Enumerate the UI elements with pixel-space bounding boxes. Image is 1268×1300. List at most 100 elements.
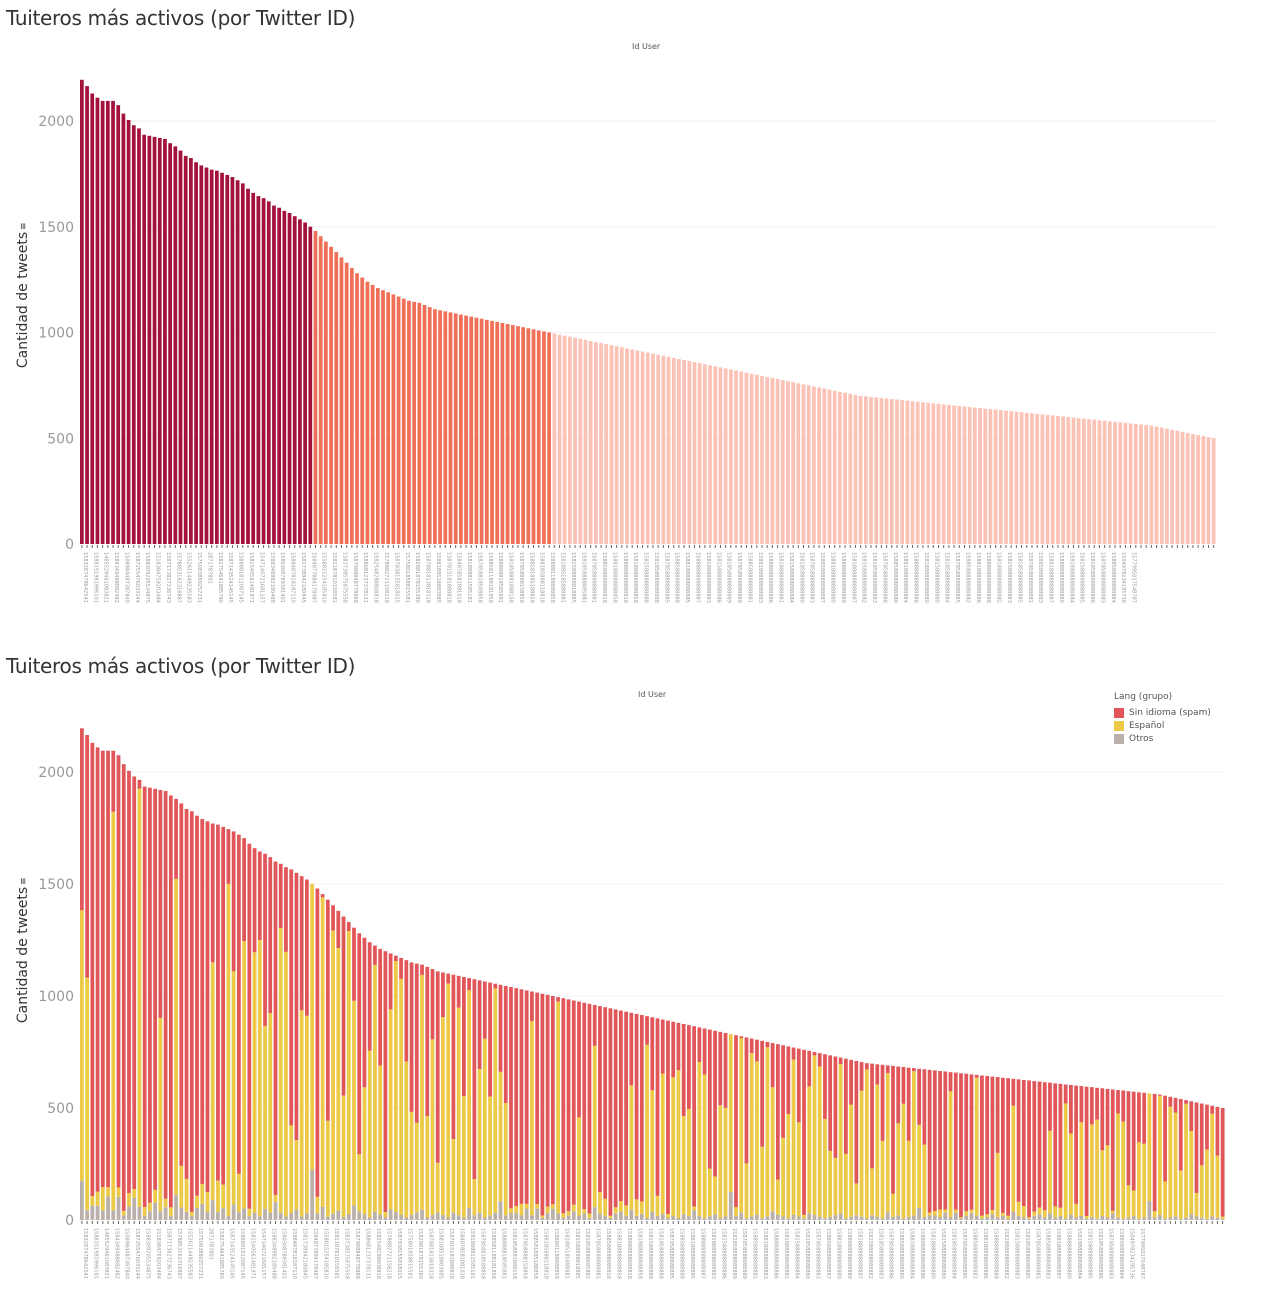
- bar-segment-sin-idioma[interactable]: [566, 999, 571, 1212]
- bar-segment-otros[interactable]: [582, 1213, 587, 1220]
- bar[interactable]: [116, 105, 121, 544]
- bar-segment-sin-idioma[interactable]: [650, 1017, 655, 1091]
- bar[interactable]: [422, 305, 427, 544]
- bar-segment-espanol[interactable]: [414, 1122, 419, 1213]
- bar-segment-sin-idioma[interactable]: [179, 803, 184, 1166]
- bar-segment-otros[interactable]: [346, 1214, 351, 1220]
- bar-segment-otros[interactable]: [692, 1210, 697, 1220]
- bar-segment-otros[interactable]: [713, 1214, 717, 1220]
- bar-segment-sin-idioma[interactable]: [1157, 1094, 1162, 1096]
- bar-segment-espanol[interactable]: [1006, 1215, 1010, 1219]
- bar-segment-otros[interactable]: [1000, 1215, 1005, 1220]
- bar-segment-espanol[interactable]: [953, 1209, 958, 1213]
- bar[interactable]: [355, 273, 359, 544]
- bar-segment-otros[interactable]: [823, 1218, 827, 1220]
- bar-segment-sin-idioma[interactable]: [357, 933, 362, 1155]
- bar-segment-espanol[interactable]: [132, 1188, 137, 1198]
- bar-segment-otros[interactable]: [1163, 1218, 1167, 1220]
- bar-segment-espanol[interactable]: [1215, 1155, 1220, 1218]
- bar-segment-sin-idioma[interactable]: [985, 1075, 990, 1215]
- bar-segment-sin-idioma[interactable]: [550, 996, 555, 1205]
- bar-segment-espanol[interactable]: [121, 1210, 126, 1216]
- bar-segment-otros[interactable]: [990, 1214, 995, 1220]
- bar[interactable]: [1139, 424, 1143, 544]
- bar[interactable]: [365, 281, 370, 544]
- bar[interactable]: [739, 371, 744, 544]
- bar-segment-otros[interactable]: [917, 1207, 922, 1220]
- bar-segment-espanol[interactable]: [592, 1045, 597, 1208]
- bar-segment-sin-idioma[interactable]: [692, 1026, 697, 1207]
- bar-segment-sin-idioma[interactable]: [943, 1071, 948, 1210]
- bar[interactable]: [806, 385, 811, 544]
- bar-segment-sin-idioma[interactable]: [624, 1011, 628, 1206]
- bar[interactable]: [521, 327, 526, 544]
- bar[interactable]: [526, 328, 531, 544]
- bar[interactable]: [931, 403, 936, 544]
- bar-segment-sin-idioma[interactable]: [964, 1073, 969, 1212]
- bar[interactable]: [157, 137, 162, 545]
- bar-segment-otros[interactable]: [556, 1213, 560, 1220]
- bar-segment-sin-idioma[interactable]: [781, 1045, 785, 1138]
- bar[interactable]: [900, 400, 905, 544]
- bar[interactable]: [287, 213, 292, 544]
- bar-segment-otros[interactable]: [216, 1212, 220, 1220]
- bar-segment-otros[interactable]: [864, 1218, 869, 1220]
- bar-segment-sin-idioma[interactable]: [859, 1062, 864, 1091]
- bar-segment-espanol[interactable]: [598, 1192, 602, 1214]
- bar-segment-sin-idioma[interactable]: [482, 981, 487, 1039]
- bar-segment-sin-idioma[interactable]: [817, 1053, 822, 1067]
- bar[interactable]: [614, 346, 619, 544]
- bar-segment-espanol[interactable]: [692, 1206, 697, 1211]
- bar[interactable]: [1004, 410, 1008, 544]
- bar-segment-sin-idioma[interactable]: [618, 1010, 623, 1202]
- bar-segment-sin-idioma[interactable]: [420, 964, 424, 975]
- bar-segment-sin-idioma[interactable]: [341, 916, 346, 1096]
- bar-segment-otros[interactable]: [388, 1209, 393, 1220]
- bar[interactable]: [100, 100, 105, 544]
- bar-segment-espanol[interactable]: [488, 1096, 492, 1216]
- bar[interactable]: [453, 313, 458, 544]
- bar[interactable]: [1035, 413, 1040, 544]
- bar-segment-espanol[interactable]: [226, 883, 231, 1217]
- bar-segment-sin-idioma[interactable]: [503, 985, 508, 1103]
- bar[interactable]: [562, 335, 567, 544]
- bar-segment-sin-idioma[interactable]: [462, 976, 466, 1097]
- bar[interactable]: [1102, 420, 1107, 544]
- bar-segment-espanol[interactable]: [446, 983, 451, 1218]
- bar-segment-espanol[interactable]: [1210, 1113, 1215, 1217]
- bar-segment-espanol[interactable]: [760, 1146, 765, 1219]
- bar[interactable]: [1087, 419, 1091, 544]
- bar-segment-espanol[interactable]: [451, 1139, 456, 1213]
- bar[interactable]: [1045, 414, 1050, 544]
- bar-segment-sin-idioma[interactable]: [121, 764, 126, 1211]
- bar-segment-sin-idioma[interactable]: [435, 971, 440, 1163]
- bar-segment-sin-idioma[interactable]: [854, 1060, 859, 1184]
- bar-segment-sin-idioma[interactable]: [959, 1073, 963, 1218]
- bar[interactable]: [1050, 415, 1055, 544]
- bar-segment-sin-idioma[interactable]: [1189, 1101, 1194, 1131]
- bar-segment-sin-idioma[interactable]: [1027, 1080, 1031, 1218]
- bar-segment-otros[interactable]: [1037, 1214, 1042, 1220]
- bar-segment-espanol[interactable]: [299, 1010, 304, 1217]
- bar-segment-sin-idioma[interactable]: [629, 1012, 634, 1086]
- bar-segment-sin-idioma[interactable]: [660, 1019, 665, 1074]
- bar-segment-espanol[interactable]: [608, 1215, 613, 1218]
- bar-segment-sin-idioma[interactable]: [592, 1004, 597, 1046]
- bar-segment-sin-idioma[interactable]: [346, 922, 351, 932]
- bar-segment-otros[interactable]: [697, 1216, 702, 1220]
- bar-segment-espanol[interactable]: [404, 1061, 409, 1218]
- bar[interactable]: [863, 396, 868, 544]
- bar-segment-espanol[interactable]: [383, 1211, 388, 1218]
- bar[interactable]: [692, 362, 697, 544]
- bar-segment-otros[interactable]: [514, 1213, 519, 1220]
- bar-segment-otros[interactable]: [1053, 1217, 1058, 1220]
- bar-segment-espanol[interactable]: [1116, 1113, 1120, 1218]
- bar-segment-espanol[interactable]: [189, 1211, 194, 1216]
- bar-segment-sin-idioma[interactable]: [331, 905, 335, 931]
- bar-segment-espanol[interactable]: [1021, 1206, 1026, 1218]
- bar-segment-sin-idioma[interactable]: [268, 857, 273, 1014]
- bar[interactable]: [464, 315, 468, 544]
- bar-segment-espanol[interactable]: [571, 1204, 576, 1212]
- bar-segment-espanol[interactable]: [493, 988, 498, 1213]
- bar-segment-sin-idioma[interactable]: [294, 872, 299, 1141]
